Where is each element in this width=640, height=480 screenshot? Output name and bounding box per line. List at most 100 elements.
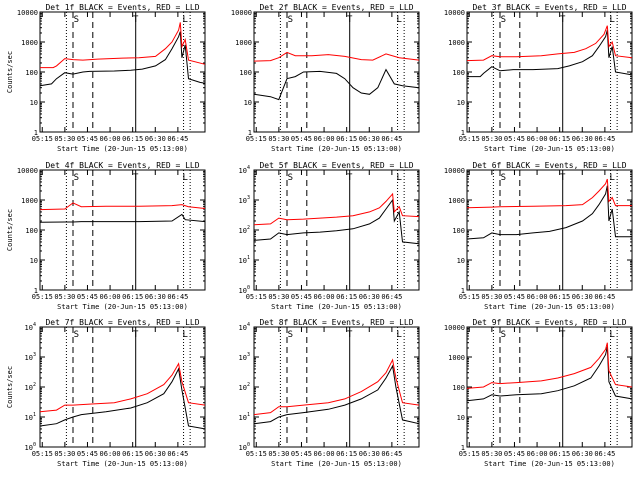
panel-title: Det 9f_BLACK = Events, RED = LLD (472, 318, 626, 327)
panel-title: Det 6f_BLACK = Events, RED = LLD (472, 161, 626, 170)
phase-label-s: S (501, 330, 506, 340)
x-tick-label: 06:15 (336, 450, 357, 458)
y-tick-label: 10000 (444, 167, 465, 175)
series-events (466, 346, 633, 402)
x-tick-label: 05:15 (32, 135, 53, 143)
series-lld (39, 362, 206, 413)
phase-label-t: T (560, 173, 566, 183)
x-tick-label: 06:45 (381, 450, 402, 458)
phase-label-l: L (396, 15, 401, 25)
series-lld (253, 358, 420, 416)
phase-label-s: S (74, 173, 79, 183)
x-axis-label: Start Time (20-Jun-15 05:13:00) (57, 303, 188, 311)
y-tick-label: 1000 (21, 197, 38, 205)
x-tick-label: 05:45 (504, 293, 525, 301)
x-tick-label: 05:15 (459, 450, 480, 458)
phase-label-s: S (501, 173, 506, 183)
x-tick-label: 05:45 (77, 293, 98, 301)
x-axis-label: Start Time (20-Jun-15 05:13:00) (484, 303, 615, 311)
y-tick-label: 1 (248, 129, 252, 137)
series-events (466, 185, 632, 240)
series-lld (39, 202, 206, 211)
x-axis-label: Start Time (20-Jun-15 05:13:00) (57, 460, 188, 468)
phase-label-l: L (396, 330, 401, 340)
y-tick-label: 100 (239, 442, 250, 452)
x-tick-label: 06:00 (100, 135, 121, 143)
y-tick-label: 10000 (444, 324, 465, 332)
series-events (253, 364, 420, 425)
series-lld (466, 25, 633, 62)
x-tick-label: 06:45 (167, 135, 188, 143)
phase-label-l: L (182, 330, 187, 340)
phase-label-l: L (182, 173, 187, 183)
plot-frame (39, 169, 206, 291)
y-tick-label: 100 (239, 69, 252, 77)
panel-title: Det 5f_BLACK = Events, RED = LLD (259, 161, 413, 170)
panel-det-9: Det 9f_BLACK = Events, RED = LLD 1 10 100 10… (444, 318, 633, 468)
x-tick-label: 06:15 (549, 293, 570, 301)
phase-label-s: S (288, 15, 293, 25)
y-tick-label: 10 (244, 99, 252, 107)
y-tick-label: 10 (457, 99, 465, 107)
x-tick-label: 05:30 (268, 450, 289, 458)
y-tick-label: 100 (25, 442, 36, 452)
panel-det-6: Det 6f_BLACK = Events, RED = LLD 1 10 100 10… (444, 161, 633, 311)
x-tick-label: 06:15 (122, 135, 143, 143)
x-tick-label: 05:45 (77, 450, 98, 458)
x-tick-label: 06:00 (527, 293, 548, 301)
x-tick-label: 05:15 (459, 293, 480, 301)
x-tick-label: 05:30 (268, 135, 289, 143)
series-events (467, 29, 633, 78)
y-axis-label: Counts/sec (6, 51, 14, 93)
phase-label-t: T (560, 330, 566, 340)
x-tick-label: 05:15 (32, 450, 53, 458)
x-tick-label: 05:30 (54, 293, 75, 301)
x-tick-label: 05:45 (291, 450, 312, 458)
x-tick-label: 06:45 (167, 450, 188, 458)
x-tick-label: 05:45 (291, 293, 312, 301)
y-tick-label: 10000 (444, 9, 465, 17)
y-tick-label: 1000 (448, 354, 465, 362)
x-tick-label: 06:00 (314, 293, 335, 301)
x-tick-label: 05:30 (54, 450, 75, 458)
x-tick-label: 06:45 (594, 450, 615, 458)
y-tick-label: 100 (452, 69, 465, 77)
x-tick-label: 06:30 (359, 293, 380, 301)
series-events (39, 31, 206, 87)
x-axis-label: Start Time (20-Jun-15 05:13:00) (271, 303, 402, 311)
panel-title: Det 2f_BLACK = Events, RED = LLD (259, 3, 413, 12)
y-tick-label: 102 (25, 382, 36, 392)
series-events (253, 68, 420, 101)
series-lld (253, 192, 420, 226)
y-tick-label: 1 (34, 129, 38, 137)
y-tick-label: 104 (25, 322, 36, 332)
x-axis-label: Start Time (20-Jun-15 05:13:00) (271, 460, 402, 468)
x-tick-label: 06:00 (100, 450, 121, 458)
x-tick-label: 06:45 (381, 293, 402, 301)
x-tick-label: 06:30 (145, 450, 166, 458)
y-axis-label: Counts/sec (6, 209, 14, 251)
y-tick-label: 101 (239, 255, 250, 265)
series-lld (40, 22, 206, 69)
panel-det-2: Det 2f_BLACK = Events, RED = LLD 1 10 100 10… (231, 3, 420, 153)
phase-label-l: L (609, 15, 614, 25)
x-tick-label: 05:15 (459, 135, 480, 143)
panel-title: Det 7f_BLACK = Events, RED = LLD (45, 318, 199, 327)
y-tick-label: 101 (239, 412, 250, 422)
x-tick-label: 06:00 (100, 293, 121, 301)
plot-frame (39, 326, 206, 448)
x-tick-label: 06:45 (594, 293, 615, 301)
y-axis-label: Counts/sec (6, 366, 14, 408)
phase-label-t: T (133, 15, 139, 25)
phase-label-t: T (347, 15, 353, 25)
panel-det-7: Det 7f_BLACK = Events, RED = LLD 100 101 10… (6, 318, 206, 468)
x-tick-label: 06:00 (314, 135, 335, 143)
phase-label-l: L (609, 173, 614, 183)
plot-frame (39, 11, 206, 133)
x-tick-label: 06:30 (359, 135, 380, 143)
y-tick-label: 10 (457, 257, 465, 265)
x-axis-label: Start Time (20-Jun-15 05:13:00) (484, 460, 615, 468)
x-tick-label: 06:15 (122, 293, 143, 301)
x-tick-label: 05:45 (77, 135, 98, 143)
y-tick-label: 100 (452, 384, 465, 392)
